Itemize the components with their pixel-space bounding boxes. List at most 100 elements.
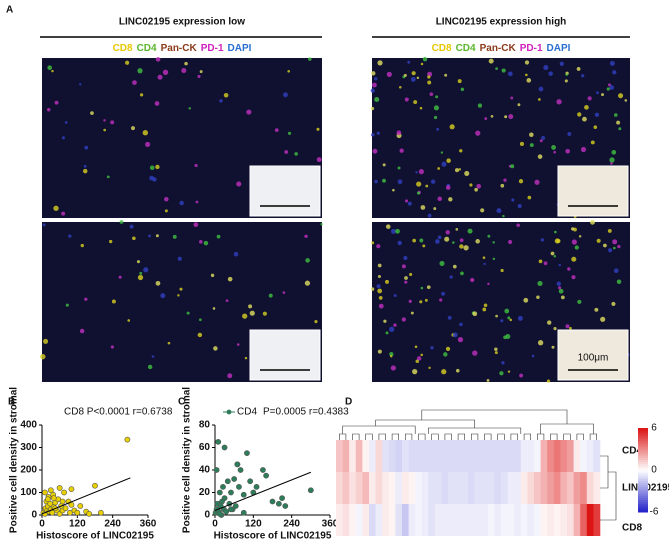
heat-cell (454, 504, 462, 536)
cell (110, 120, 115, 125)
heat-cell (474, 504, 482, 536)
colorbar-step (638, 432, 648, 435)
cell (483, 262, 486, 266)
stain: CD8 (113, 43, 133, 54)
cell (565, 73, 568, 76)
cell (274, 128, 279, 132)
stain: PD-1 (520, 43, 543, 54)
heat-cell (428, 504, 436, 536)
heat-cell (395, 504, 403, 536)
heat-cell (507, 472, 515, 504)
heat-cell (402, 440, 409, 472)
heat-cell (507, 440, 515, 472)
heat-cell (454, 472, 462, 504)
heat-cell (369, 504, 376, 536)
cell (213, 346, 218, 351)
heat-cell (501, 504, 508, 536)
cell (84, 297, 88, 301)
cell (79, 328, 85, 334)
point (221, 444, 228, 451)
cell (287, 69, 291, 73)
cell (154, 101, 160, 106)
cell (539, 139, 543, 143)
cell (51, 69, 54, 73)
cell (551, 345, 555, 349)
heat-cell (375, 440, 383, 472)
x-tick-label: 120 (245, 519, 262, 530)
colorbar-step (638, 478, 648, 481)
cell (227, 373, 233, 379)
cell (541, 136, 546, 140)
cell (199, 70, 203, 74)
cell (518, 179, 524, 184)
cell (501, 68, 506, 73)
heat-cell (487, 440, 495, 472)
cell (129, 224, 134, 229)
colorbar-step (638, 430, 648, 433)
point (269, 498, 276, 505)
heat-cell (468, 504, 475, 536)
cell (457, 79, 462, 84)
colorbar-step (638, 495, 648, 498)
cell (268, 293, 273, 298)
cell (179, 287, 183, 291)
cell (418, 169, 424, 175)
cell (433, 207, 437, 210)
cell (469, 183, 473, 187)
cell (409, 272, 413, 277)
cell (377, 275, 381, 279)
cell (500, 319, 504, 323)
cell (565, 324, 570, 329)
cell (610, 162, 613, 165)
cell (149, 165, 155, 171)
point (307, 487, 314, 494)
y-tick-label: 400 (20, 420, 37, 431)
cell (403, 255, 408, 261)
fit-line (41, 477, 131, 515)
heat-cell (474, 440, 482, 472)
cell (543, 65, 549, 71)
cell (433, 115, 438, 120)
cell (411, 71, 416, 76)
heat-cell (342, 504, 350, 536)
cell (472, 350, 478, 356)
cell (419, 238, 424, 243)
cell (472, 311, 478, 317)
cell (441, 369, 447, 375)
cell (397, 166, 401, 170)
stain: Pan-CK (480, 43, 517, 54)
cell (546, 320, 552, 325)
cell (385, 224, 391, 229)
cell (560, 295, 565, 300)
heat-cell (573, 504, 581, 536)
heat-cell (428, 440, 436, 472)
cell (103, 128, 107, 132)
colorbar-step (638, 472, 648, 475)
heat-cell (408, 472, 416, 504)
cell (282, 291, 286, 294)
cell (580, 146, 587, 153)
cell (492, 257, 496, 261)
cell (194, 163, 198, 168)
cell (371, 132, 375, 137)
cell (445, 185, 451, 190)
cell (613, 246, 616, 250)
point (275, 500, 282, 507)
cell (612, 239, 618, 245)
heat-cell (580, 472, 588, 504)
cell (262, 311, 267, 316)
cell (151, 355, 155, 358)
cell (443, 352, 448, 357)
heat-cell (448, 472, 456, 504)
legend-marker (226, 409, 232, 415)
heat-cell (560, 504, 568, 536)
dendrogram (339, 409, 597, 440)
cell (529, 132, 534, 138)
cell (444, 73, 448, 77)
cell (225, 299, 229, 302)
heat-cell (501, 472, 508, 504)
heat-cell (382, 504, 390, 536)
cell (412, 238, 416, 243)
heat-cell (342, 472, 350, 504)
cell (420, 205, 426, 210)
